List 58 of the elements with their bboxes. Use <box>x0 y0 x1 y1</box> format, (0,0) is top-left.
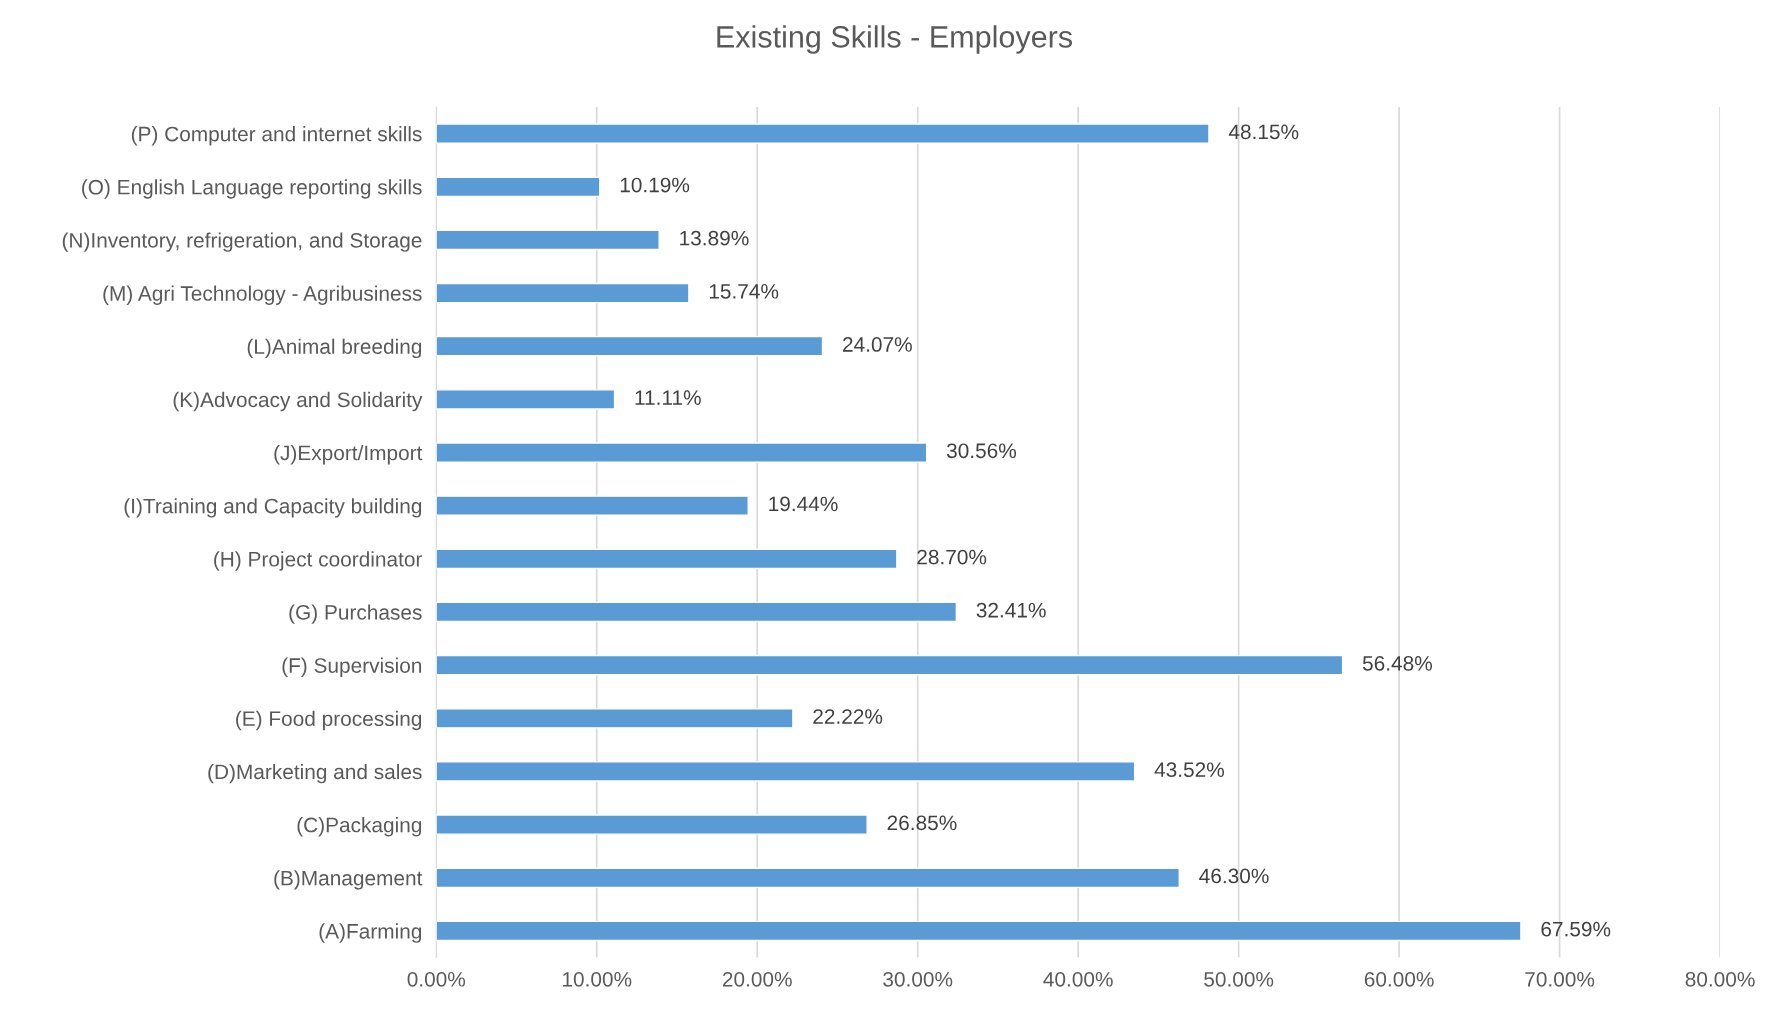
y-tick-label: (D)Marketing and sales <box>208 763 422 784</box>
x-tick-label: 30.00% <box>883 971 953 987</box>
y-tick-label: (N)Inventory, refrigeration, and Storage <box>62 232 422 252</box>
data-label: 15.74% <box>709 284 779 299</box>
bar <box>436 548 898 570</box>
y-tick-label: (J)Export/Import <box>274 444 423 465</box>
bar <box>436 229 660 251</box>
bar <box>436 389 616 410</box>
x-tick-label: 50.00% <box>1204 971 1274 987</box>
x-tick-label: 20.00% <box>722 971 792 987</box>
y-tick-label: (I)Training and Capacity building <box>124 498 422 518</box>
data-label: 11.11% <box>635 390 701 405</box>
y-tick-label: (O) English Language reporting skills <box>82 179 422 199</box>
data-label: 10.19% <box>620 177 690 193</box>
bar <box>436 176 601 198</box>
data-label: 46.30% <box>1199 868 1269 884</box>
bar <box>436 814 868 835</box>
y-tick-label: (P) Computer and internet skills <box>131 126 422 146</box>
chart-title: Existing Skills - Employers <box>717 25 1073 54</box>
data-label: 48.15% <box>1228 124 1299 140</box>
x-tick-label: 40.00% <box>1043 971 1113 987</box>
bar <box>436 495 749 516</box>
x-tick-label: 70.00% <box>1525 971 1595 987</box>
data-label: 13.89% <box>680 230 749 246</box>
data-label: 32.41% <box>976 602 1046 618</box>
bar <box>436 761 1136 782</box>
y-tick-label: (B)Management <box>274 870 423 890</box>
bar <box>436 282 690 304</box>
y-tick-label: (F) Supervision <box>282 657 422 678</box>
y-tick-label: (H) Project coordinator <box>214 551 423 571</box>
data-label: 67.59% <box>1541 921 1611 937</box>
data-label: 26.85% <box>887 815 957 831</box>
x-tick-label: 10.00% <box>563 971 632 987</box>
y-tick-label: (L)Animal breeding <box>247 338 422 359</box>
bar <box>436 335 824 357</box>
y-tick-label: (C)Packaging <box>297 817 422 837</box>
bar <box>436 920 1522 942</box>
data-label: 30.56% <box>946 443 1017 459</box>
x-tick-label: 60.00% <box>1364 971 1434 987</box>
y-tick-label: (M) Agri Technology - Agribusiness <box>103 285 422 305</box>
y-tick-label: (E) Food processing <box>236 710 422 731</box>
data-label: 22.22% <box>813 709 883 724</box>
bar <box>436 123 1210 144</box>
bar <box>436 867 1180 889</box>
bar <box>436 708 794 729</box>
data-label: 24.07% <box>843 337 912 352</box>
bar <box>436 601 958 623</box>
y-tick-label: (K)Advocacy and Solidarity <box>173 391 423 412</box>
bar <box>436 442 928 463</box>
y-tick-label: (G) Purchases <box>289 604 422 624</box>
data-label: 19.44% <box>769 496 838 512</box>
y-tick-label: (A)Farming <box>319 923 422 943</box>
data-label: 28.70% <box>917 549 987 565</box>
data-label: 56.48% <box>1362 655 1432 671</box>
data-label: 43.52% <box>1154 762 1225 778</box>
bar <box>436 654 1344 676</box>
x-tick-label: 80.00% <box>1685 971 1755 987</box>
x-tick-label: 0.00% <box>407 971 466 987</box>
